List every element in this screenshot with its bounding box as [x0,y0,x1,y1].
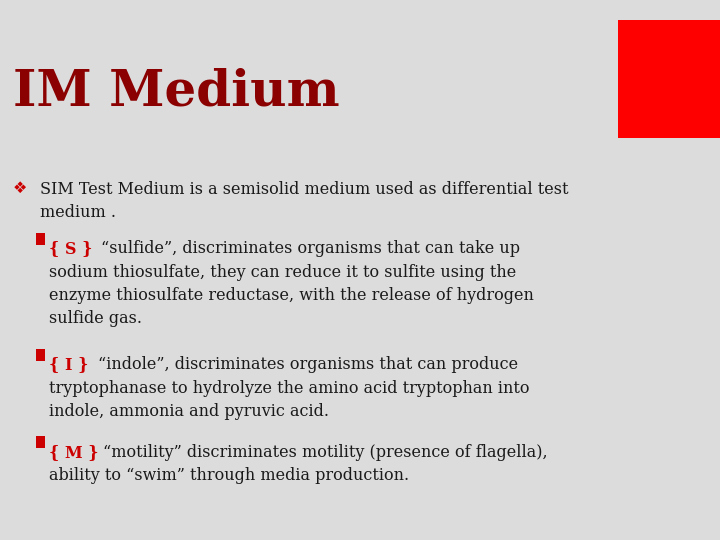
Text: SIM Test Medium is a semisolid medium used as differential test: SIM Test Medium is a semisolid medium us… [40,181,569,198]
Text: { S }: { S } [49,240,92,257]
Text: “sulfide”, discriminates organisms that can take up: “sulfide”, discriminates organisms that … [101,240,520,257]
Text: indole, ammonia and pyruvic acid.: indole, ammonia and pyruvic acid. [49,403,329,420]
Text: “indole”, discriminates organisms that can produce: “indole”, discriminates organisms that c… [98,356,518,373]
Text: sulfide gas.: sulfide gas. [49,310,142,327]
Text: medium .: medium . [40,204,117,221]
Text: { I }: { I } [49,356,89,373]
Text: enzyme thiosulfate reductase, with the release of hydrogen: enzyme thiosulfate reductase, with the r… [49,287,534,303]
Text: “motility” discriminates motility (presence of flagella),: “motility” discriminates motility (prese… [103,444,548,461]
Text: sodium thiosulfate, they can reduce it to sulfite using the: sodium thiosulfate, they can reduce it t… [49,264,516,280]
Text: ability to “swim” through media production.: ability to “swim” through media producti… [49,467,409,484]
Text: tryptophanase to hydrolyze the amino acid tryptophan into: tryptophanase to hydrolyze the amino aci… [49,380,529,396]
Text: IM Medium: IM Medium [13,68,340,116]
Text: ❖: ❖ [13,181,27,196]
Text: { M }: { M } [49,444,99,461]
